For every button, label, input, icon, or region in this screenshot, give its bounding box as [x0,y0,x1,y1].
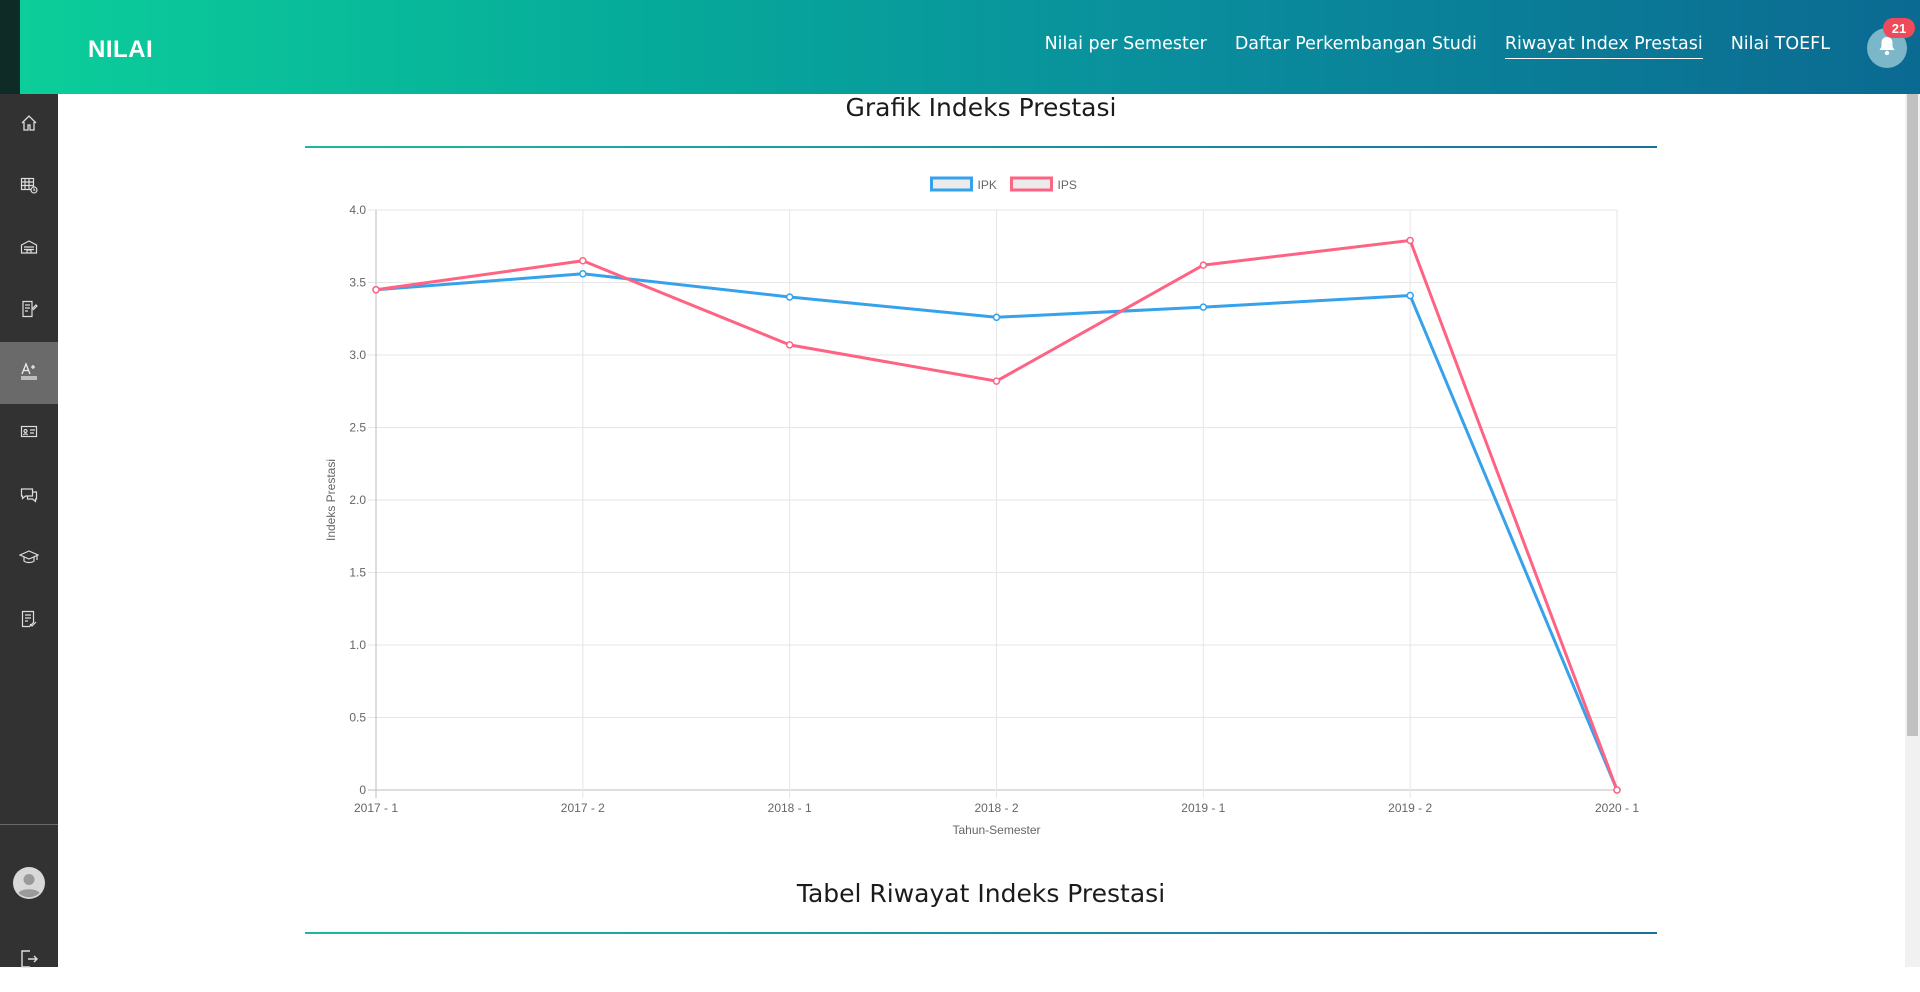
avatar [13,866,45,904]
x-tick-label: 2017 - 2 [561,801,605,815]
legend-swatch-ips [1010,176,1053,192]
sidebar-divider [0,824,58,825]
sidebar-item-documents[interactable] [0,280,58,342]
sidebar-item-grades[interactable] [0,342,58,404]
table-section-title: Tabel Riwayat Indeks Prestasi [796,879,1166,908]
sidebar-item-messages[interactable] [0,466,58,528]
legend-swatch-ipk [930,176,973,192]
presentation-icon [20,424,38,447]
home-icon [20,114,38,137]
page-brand: NILAI [88,36,154,63]
main-nav: Nilai per Semester Daftar Perkembangan S… [1045,34,1830,59]
y-tick-label: 3.0 [349,348,366,362]
x-tick-label: 2019 - 2 [1388,801,1432,815]
graduation-cap-icon [18,548,40,571]
sidebar-item-checklist[interactable] [0,590,58,652]
chat-icon [20,486,38,509]
ip-chart-container: 0 0.5 1.0 1.5 2.0 2.5 3.0 3.5 4.0 2017 - 1 2017 - … [305,172,1657,852]
navbar-edge [0,0,20,94]
data-point-ips [785,341,794,349]
x-tick-label: 2019 - 1 [1181,801,1225,815]
checklist-icon [20,610,38,633]
y-tick-label: 3.5 [349,276,366,290]
y-tick-label: 0 [359,783,366,797]
x-tick-label: 2018 - 1 [768,801,812,815]
data-point-ipk [785,293,794,301]
data-point-ips [372,286,380,294]
logout-icon [19,949,39,974]
table-title-underline [305,932,1657,934]
sidebar-item-logout[interactable] [0,930,58,992]
y-axis-title: Indeks Prestasi [324,459,338,541]
nav-daftar-perkembangan-studi[interactable]: Daftar Perkembangan Studi [1234,34,1477,54]
legend-label-ipk: IPK [978,178,997,192]
data-point-ipk [1406,291,1414,300]
notification-badge: 21 [1883,18,1915,38]
data-point-ipk [579,270,587,278]
grade-icon [19,361,39,386]
sidebar-item-building[interactable] [0,218,58,280]
building-icon [20,238,38,261]
ip-line-chart: 0 0.5 1.0 1.5 2.0 2.5 3.0 3.5 4.0 2017 - 1 2017 - … [324,176,1639,837]
data-point-ipk [992,313,1001,322]
data-point-ips [992,377,1001,385]
legend-label-ips: IPS [1058,178,1077,192]
nav-riwayat-index-prestasi[interactable]: Riwayat Index Prestasi [1504,34,1703,59]
data-point-ips [579,257,587,265]
top-navbar: NILAI Nilai per Semester Daftar Perkemba… [0,0,1920,94]
data-point-ipk [1199,303,1208,311]
sidebar-item-presentation[interactable] [0,404,58,466]
sidebar-item-profile[interactable] [0,854,58,916]
y-tick-label: 1.0 [349,638,366,652]
calendar-clock-icon [20,176,38,199]
document-edit-icon [20,300,38,323]
y-tick-label: 4.0 [349,203,366,217]
y-tick-label: 1.5 [349,566,366,580]
data-point-ips [1199,261,1208,269]
data-point-ips [1613,786,1621,794]
sidebar-item-schedule[interactable] [0,156,58,218]
nav-nilai-toefl[interactable]: Nilai TOEFL [1730,34,1830,54]
chart-section-title: Grafik Indeks Prestasi [845,93,1117,122]
x-tick-label: 2018 - 2 [974,801,1018,815]
y-tick-label: 2.0 [349,493,366,507]
sidebar-item-graduation[interactable] [0,528,58,590]
y-tick-label: 0.5 [349,711,366,725]
page-scrollbar-thumb[interactable] [1907,94,1918,736]
y-tick-label: 2.5 [349,421,366,435]
chart-title-underline [305,146,1657,148]
sidebar-item-home[interactable] [0,94,58,156]
sidebar [0,94,58,968]
data-point-ips [1406,236,1414,245]
x-axis-title: Tahun-Semester [952,823,1040,837]
x-tick-label: 2017 - 1 [354,801,398,815]
bell-icon [1878,36,1896,61]
x-tick-label: 2020 - 1 [1595,801,1639,815]
nav-nilai-per-semester[interactable]: Nilai per Semester [1044,34,1207,54]
